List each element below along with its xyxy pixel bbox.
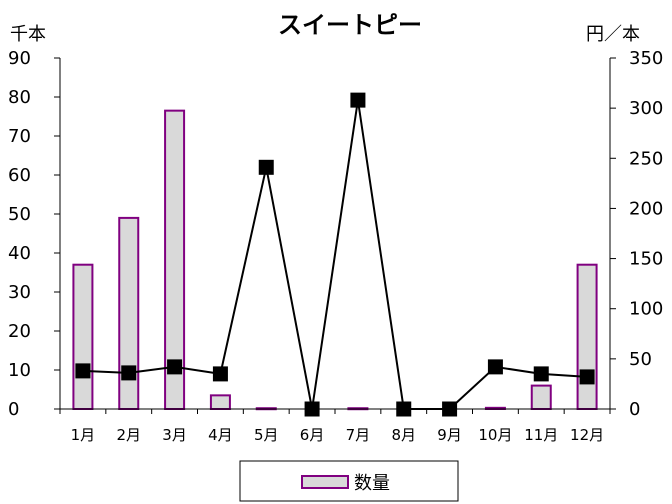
bar	[576, 263, 598, 411]
legend-swatch-quantity	[301, 475, 349, 489]
left-tick-label: 30	[8, 282, 31, 303]
bar	[530, 384, 552, 411]
right-tick-label: 300	[629, 98, 663, 119]
x-tick-label: 12月	[570, 426, 604, 444]
bar	[72, 263, 94, 411]
right-tick-label: 350	[629, 48, 663, 69]
right-tick-label: 100	[629, 299, 663, 320]
x-tick-label: 10月	[478, 426, 512, 444]
x-tick-label: 2月	[116, 426, 141, 444]
right-tick-label: 150	[629, 249, 663, 270]
line-series	[75, 92, 595, 417]
legend: 数量	[239, 460, 459, 502]
left-tick-label: 40	[8, 243, 31, 264]
line-point	[533, 366, 549, 382]
x-tick-label: 9月	[437, 426, 462, 444]
line-point	[121, 365, 137, 381]
line-point	[350, 92, 366, 108]
axes: 0 10 20 30 40 50 60 70 80 90 0 50 100 150 200 250 300 350…	[8, 48, 663, 444]
x-tick-label: 5月	[254, 426, 279, 444]
right-tick-label: 250	[629, 148, 663, 169]
x-tick-label: 3月	[162, 426, 187, 444]
line-point	[75, 363, 91, 379]
right-tick-label: 50	[629, 349, 652, 370]
left-tick-label: 80	[8, 87, 31, 108]
left-tick-label: 10	[8, 360, 31, 381]
x-tick-label: 6月	[300, 426, 325, 444]
line-path	[82, 99, 588, 410]
line-point	[212, 366, 228, 382]
chart-title: スイートピー	[278, 11, 422, 39]
left-tick-label: 20	[8, 321, 31, 342]
line-point	[442, 401, 458, 417]
x-tick-label: 4月	[208, 426, 233, 444]
line-point	[487, 359, 503, 375]
left-tick-label: 90	[8, 48, 31, 69]
x-tick-label: 11月	[524, 426, 558, 444]
left-tick-label: 70	[8, 126, 31, 147]
bar	[209, 394, 231, 411]
left-tick-label: 50	[8, 204, 31, 225]
x-tick-label: 8月	[391, 426, 416, 444]
left-tick-label: 60	[8, 165, 31, 186]
left-axis-unit: 千本	[10, 24, 46, 45]
right-axis-unit: 円／本	[586, 24, 640, 45]
legend-label-quantity: 数量	[354, 473, 390, 494]
x-tick-label: 1月	[71, 426, 96, 444]
line-point	[258, 159, 274, 175]
line-point	[304, 401, 320, 417]
right-tick-label: 200	[629, 198, 663, 219]
x-tick-label: 7月	[346, 426, 371, 444]
right-tick-label: 0	[629, 399, 640, 420]
line-point	[579, 369, 595, 385]
left-tick-label: 0	[8, 399, 19, 420]
line-point	[396, 401, 412, 417]
line-point	[167, 359, 183, 375]
